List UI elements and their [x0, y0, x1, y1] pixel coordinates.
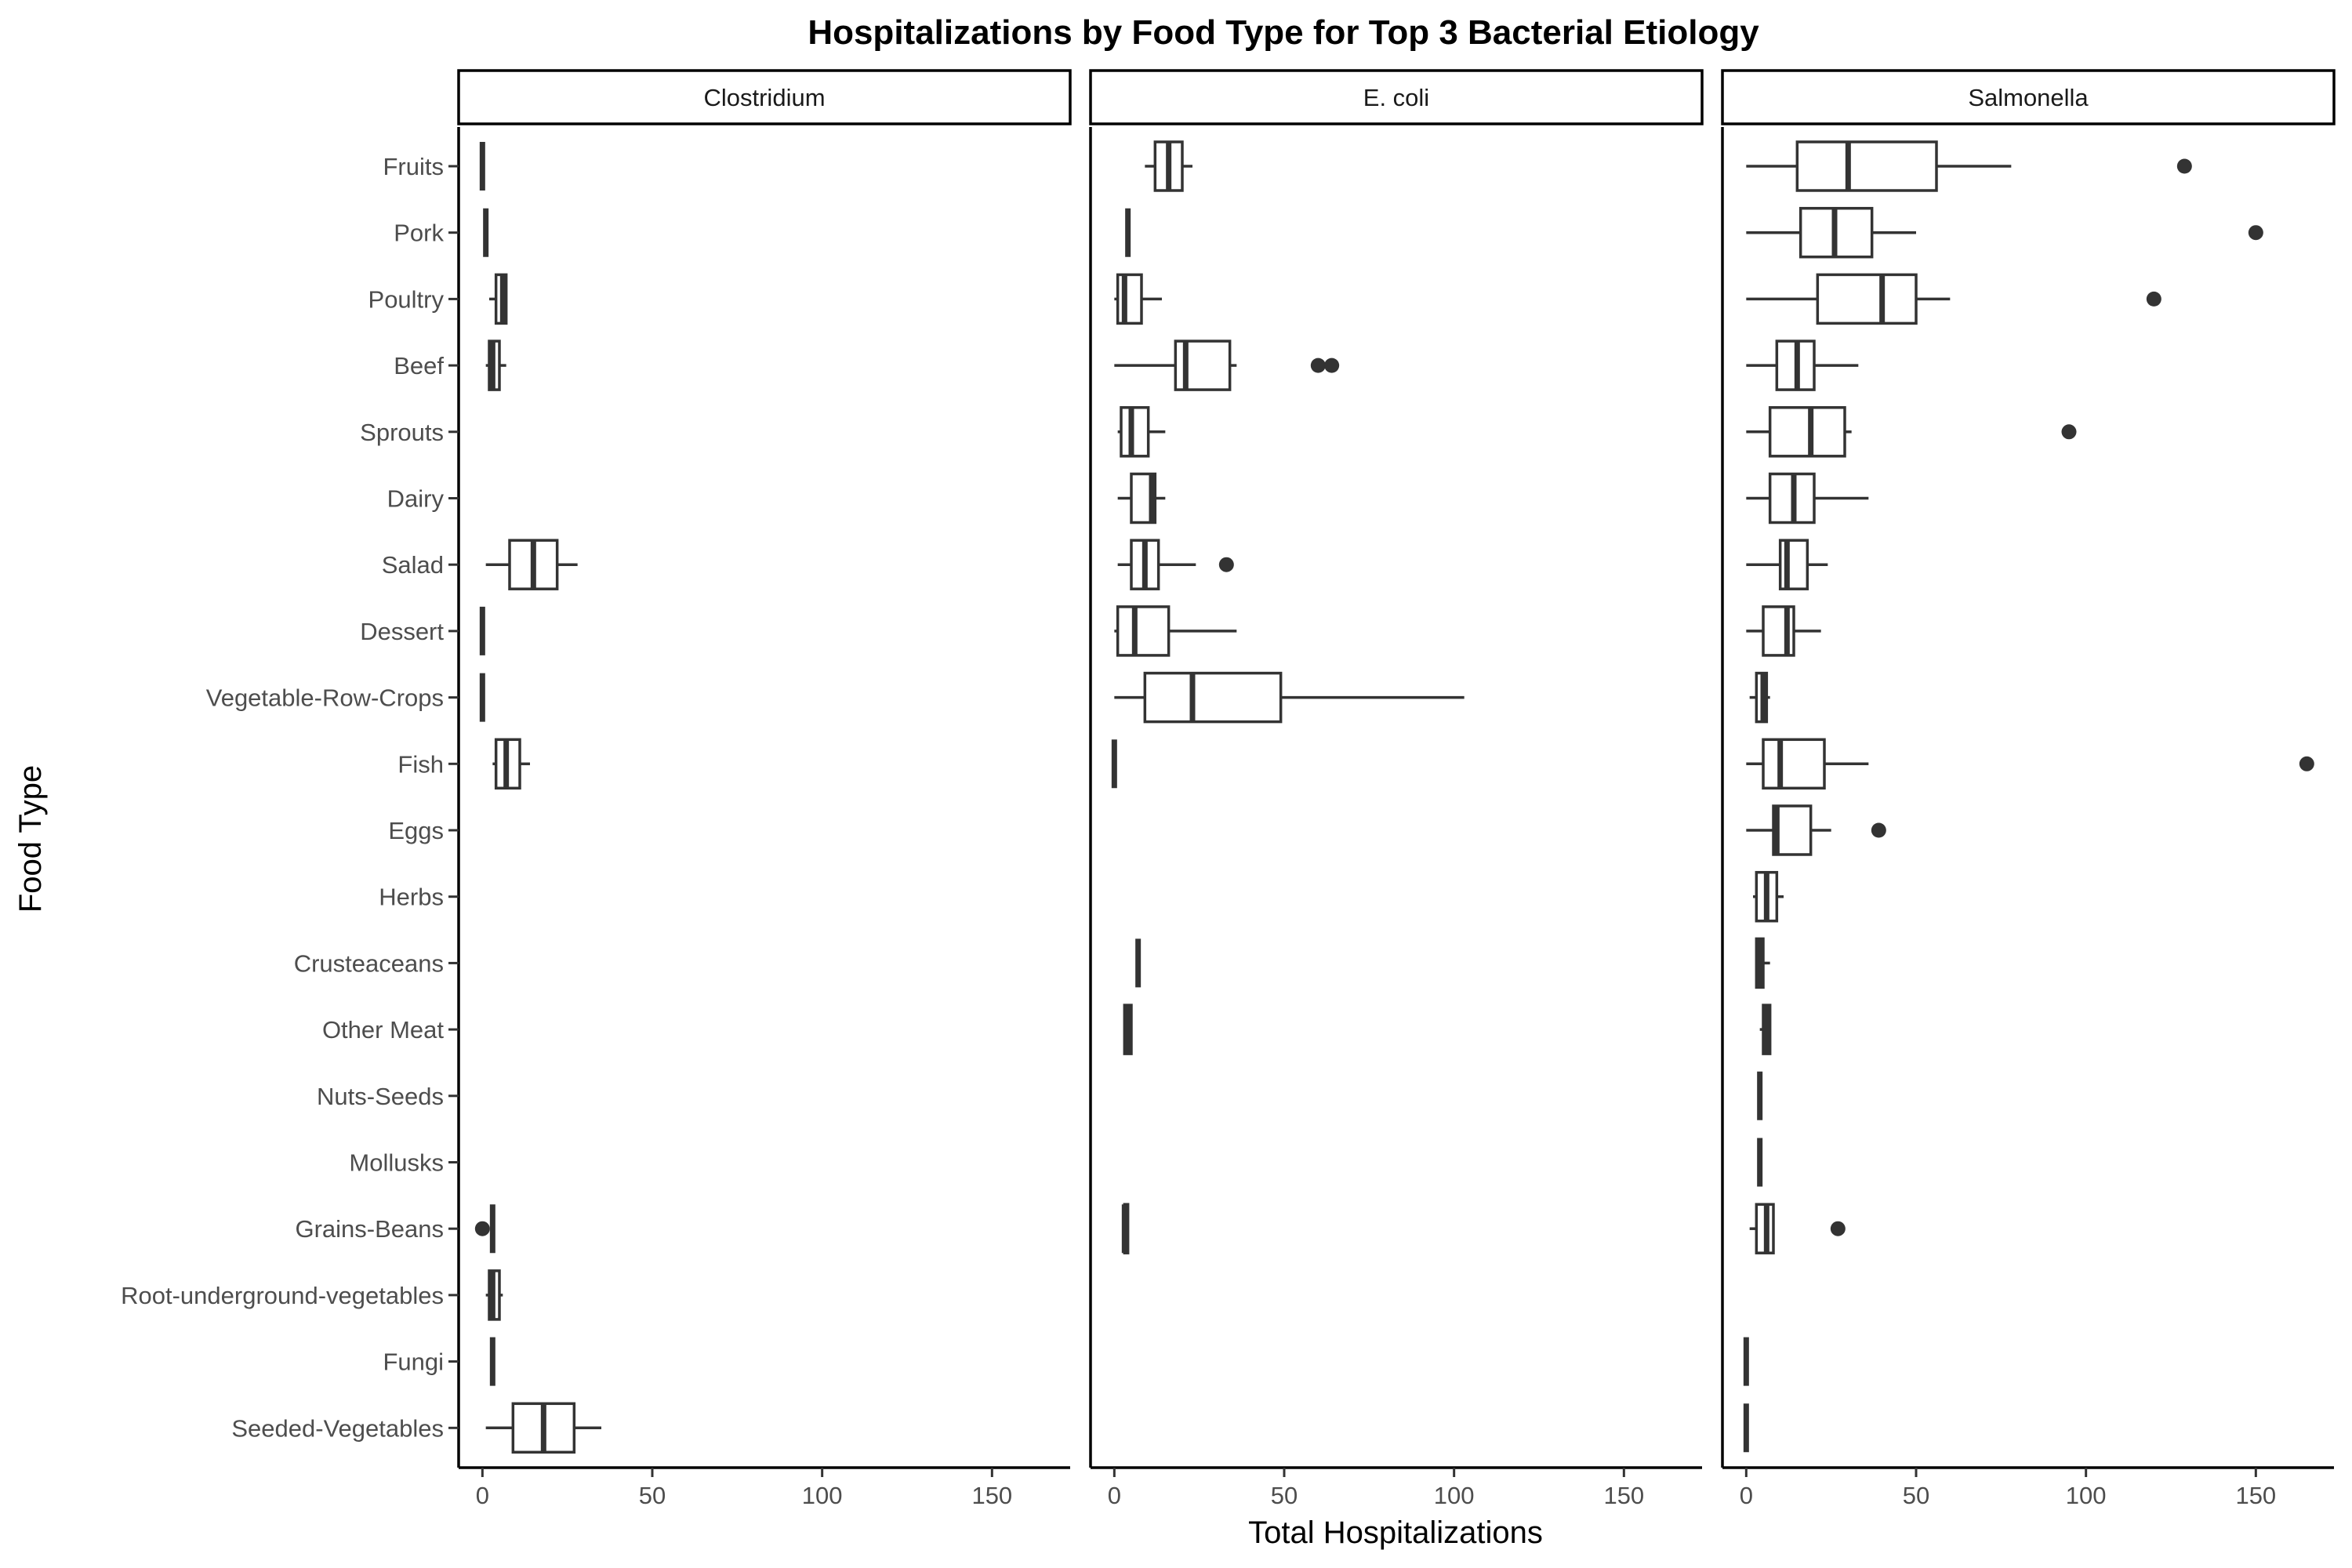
boxplot — [1117, 539, 1234, 590]
box-iqr — [1762, 738, 1826, 790]
y-tick-label: Poultry — [368, 285, 445, 313]
boxplot — [1755, 937, 1770, 989]
box-iqr — [1795, 140, 1938, 192]
boxplot — [1746, 738, 2314, 790]
boxplot — [1121, 1203, 1130, 1254]
boxplot — [1746, 339, 1859, 391]
y-tick-label: Fish — [397, 750, 444, 778]
facet-panel: Salmonella 0 50 100 150 — [1721, 69, 2336, 1509]
x-tick-label: 0 — [476, 1482, 489, 1509]
boxplot — [485, 539, 578, 590]
boxplot — [1749, 1203, 1846, 1254]
outlier-point — [1324, 358, 1340, 373]
y-tick-label: Mollusks — [349, 1149, 444, 1177]
outlier-point — [2248, 225, 2263, 241]
box-iqr — [1116, 273, 1143, 325]
outlier-point — [1310, 358, 1326, 373]
y-tick-label: Grains-Beans — [295, 1215, 444, 1243]
y-tick-label: Beef — [394, 352, 444, 379]
x-tick-label: 50 — [1903, 1482, 1929, 1509]
boxplot — [1759, 1004, 1772, 1055]
x-tick-label: 0 — [1740, 1482, 1753, 1509]
boxplot — [1746, 472, 1869, 524]
boxplot — [492, 738, 530, 790]
boxplot — [1749, 671, 1770, 724]
y-tick-label: Vegetable-Row-Crops — [206, 684, 444, 712]
facet-strip-label: E. coli — [1363, 84, 1429, 111]
boxplot — [1746, 539, 1828, 590]
y-tick-label: Seeded-Vegetables — [231, 1414, 444, 1442]
box-iqr — [1116, 605, 1171, 657]
x-tick-label: 0 — [1108, 1482, 1121, 1509]
y-tick-label: Root-underground-vegetables — [121, 1282, 444, 1309]
x-tick-label: 50 — [639, 1482, 666, 1509]
y-axis-title: Food Type — [13, 765, 48, 913]
y-tick-label: Fruits — [383, 153, 445, 180]
facet-strip — [1089, 69, 1704, 125]
box-iqr — [1768, 406, 1846, 458]
y-tick-label: Eggs — [388, 817, 444, 844]
x-tick-label: 150 — [2235, 1482, 2276, 1509]
y-tick-label: Crusteaceans — [294, 949, 444, 977]
boxplot — [485, 1269, 503, 1321]
y-tick-label: Herbs — [379, 884, 444, 911]
outlier-point — [2146, 291, 2161, 307]
outlier-point — [2061, 424, 2077, 440]
y-tick-label: Dessert — [360, 618, 444, 645]
outlier-point — [1871, 822, 1886, 838]
y-tick-label: Fungi — [383, 1348, 444, 1376]
boxplot — [485, 339, 506, 391]
y-tick-label: Sprouts — [360, 419, 444, 446]
y-tick-label: Dairy — [387, 485, 445, 513]
x-axis-title: Total Hospitalizations — [1248, 1515, 1543, 1550]
facet-strip — [1721, 69, 2336, 125]
boxplot — [1114, 273, 1162, 325]
facet-strip-label: Salmonella — [1968, 84, 2089, 111]
boxplot — [1746, 605, 1821, 657]
boxplot — [1117, 406, 1166, 458]
boxplot — [1746, 140, 2192, 192]
x-tick-label: 100 — [1434, 1482, 1475, 1509]
boxplot — [489, 273, 508, 325]
y-tick-label: Pork — [394, 220, 444, 247]
boxplot — [485, 1402, 601, 1454]
boxplot — [1145, 140, 1192, 192]
box-iqr — [1120, 406, 1150, 458]
category-labels: Fruits Pork Poultry Beef Sprouts Dairy Salad De… — [121, 153, 459, 1442]
x-tick-label: 100 — [802, 1482, 843, 1509]
boxplot — [1753, 870, 1784, 923]
boxplot — [474, 1204, 495, 1254]
x-tick-label: 150 — [971, 1482, 1012, 1509]
y-tick-label: Other Meat — [322, 1016, 444, 1044]
facet-panel: E. coli 0 50 100 150 — [1089, 69, 1704, 1509]
x-tick-label: 50 — [1271, 1482, 1298, 1509]
y-tick-label: Salad — [382, 551, 444, 579]
boxplot — [1123, 1004, 1133, 1055]
boxplot — [1746, 273, 2161, 325]
boxplot — [1746, 206, 2263, 259]
box-iqr — [1772, 804, 1813, 856]
boxplot — [1746, 406, 2077, 458]
outlier-point — [2176, 158, 2192, 174]
boxplot — [1114, 671, 1465, 724]
facet-strip-label: Clostridium — [703, 84, 825, 111]
box-iqr — [1143, 671, 1283, 724]
outlier-point — [2299, 756, 2314, 771]
facet-strip — [457, 69, 1072, 125]
facet-panel: Clostridium 0 50 100 150 — [457, 69, 1072, 1509]
x-tick-label: 150 — [1603, 1482, 1644, 1509]
x-tick-label: 100 — [2066, 1482, 2107, 1509]
boxplot — [1117, 472, 1166, 524]
boxplot — [1114, 605, 1237, 657]
boxplot — [1114, 339, 1340, 391]
y-tick-label: Nuts-Seeds — [317, 1083, 444, 1110]
boxplot — [1746, 804, 1886, 856]
box-iqr — [1816, 273, 1918, 325]
outlier-point — [474, 1221, 490, 1236]
outlier-point — [1218, 557, 1234, 572]
chart-title: Hospitalizations by Food Type for Top 3 … — [808, 13, 1759, 52]
outlier-point — [1830, 1221, 1846, 1236]
